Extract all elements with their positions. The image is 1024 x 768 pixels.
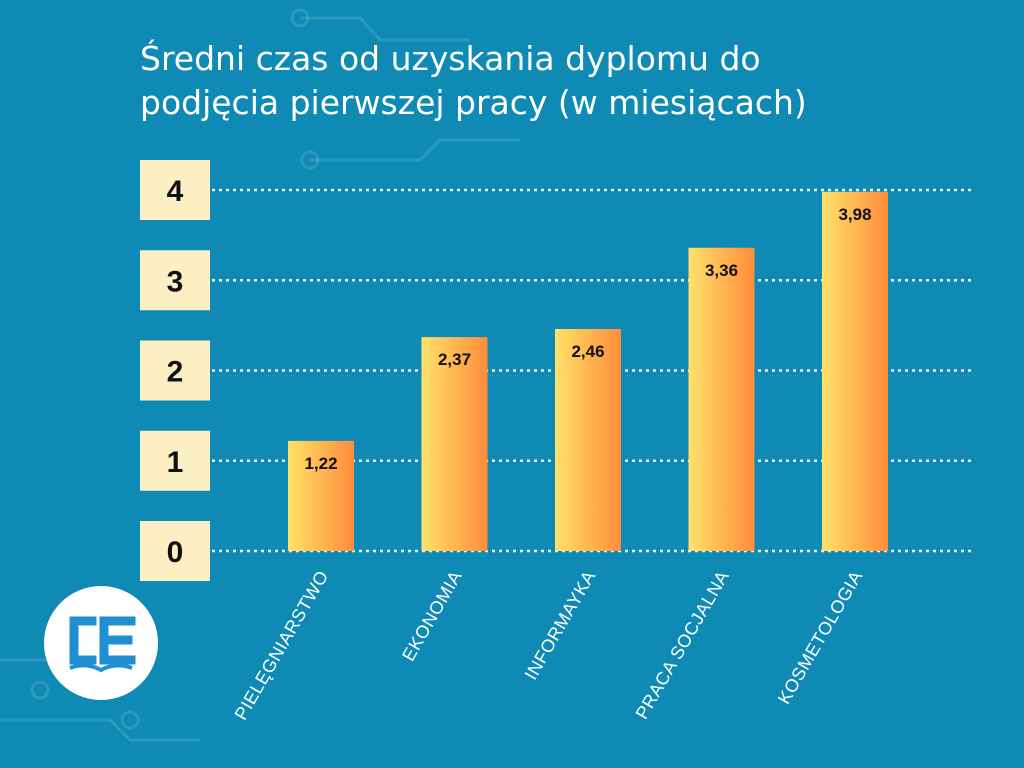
y-tick-box: [140, 521, 210, 581]
book-base-icon: [69, 663, 133, 673]
y-tick-box: [140, 250, 210, 311]
y-tick-label: 3: [167, 265, 184, 298]
y-tick-box: [140, 340, 210, 401]
bar-value-label: 3,98: [838, 205, 871, 224]
category-label: EKONOMIA: [398, 567, 466, 664]
bar: [288, 440, 354, 551]
category-labels: PIELĘGNIARSTWO EKONOMIA INFORMAYKA PRACA SO…: [231, 567, 867, 723]
category-label: KOSMETOLOGIA: [774, 567, 867, 708]
chart-title-line-2: podjęcia pierwszej pracy (w miesiącach): [140, 83, 807, 122]
y-tick-label: 4: [167, 175, 184, 208]
bar-value-label: 2,37: [438, 350, 471, 369]
bar-value-label: 3,36: [705, 261, 738, 280]
ce-book-icon: [69, 616, 136, 665]
bar: [688, 247, 755, 551]
y-tick-box: [140, 160, 210, 220]
y-tick-label: 0: [167, 536, 184, 569]
bar: [421, 337, 488, 551]
chart-title-line-1: Średni czas od uzyskania dyplomu do: [140, 38, 761, 78]
bar-value-label: 1,22: [304, 454, 337, 473]
bar: [822, 191, 888, 551]
y-tick-label: 1: [167, 446, 184, 479]
bar-value-labels: 1,22 2,37 2,46 3,36 3,98: [304, 205, 871, 473]
category-label: PIELĘGNIARSTWO: [231, 567, 333, 723]
logo: [44, 586, 158, 700]
bar: [555, 328, 621, 551]
y-tick-box: [140, 430, 210, 491]
y-axis-ticks: 0 1 2 3 4: [140, 160, 210, 581]
bar-value-label: 2,46: [571, 342, 604, 361]
category-label: PRACA SOCJALNA: [632, 567, 733, 723]
bars: [288, 191, 888, 551]
y-tick-label: 2: [167, 356, 184, 389]
category-label: INFORMAYKA: [521, 567, 600, 683]
chart-title: Średni czas od uzyskania dyplomu do podj…: [140, 38, 807, 122]
